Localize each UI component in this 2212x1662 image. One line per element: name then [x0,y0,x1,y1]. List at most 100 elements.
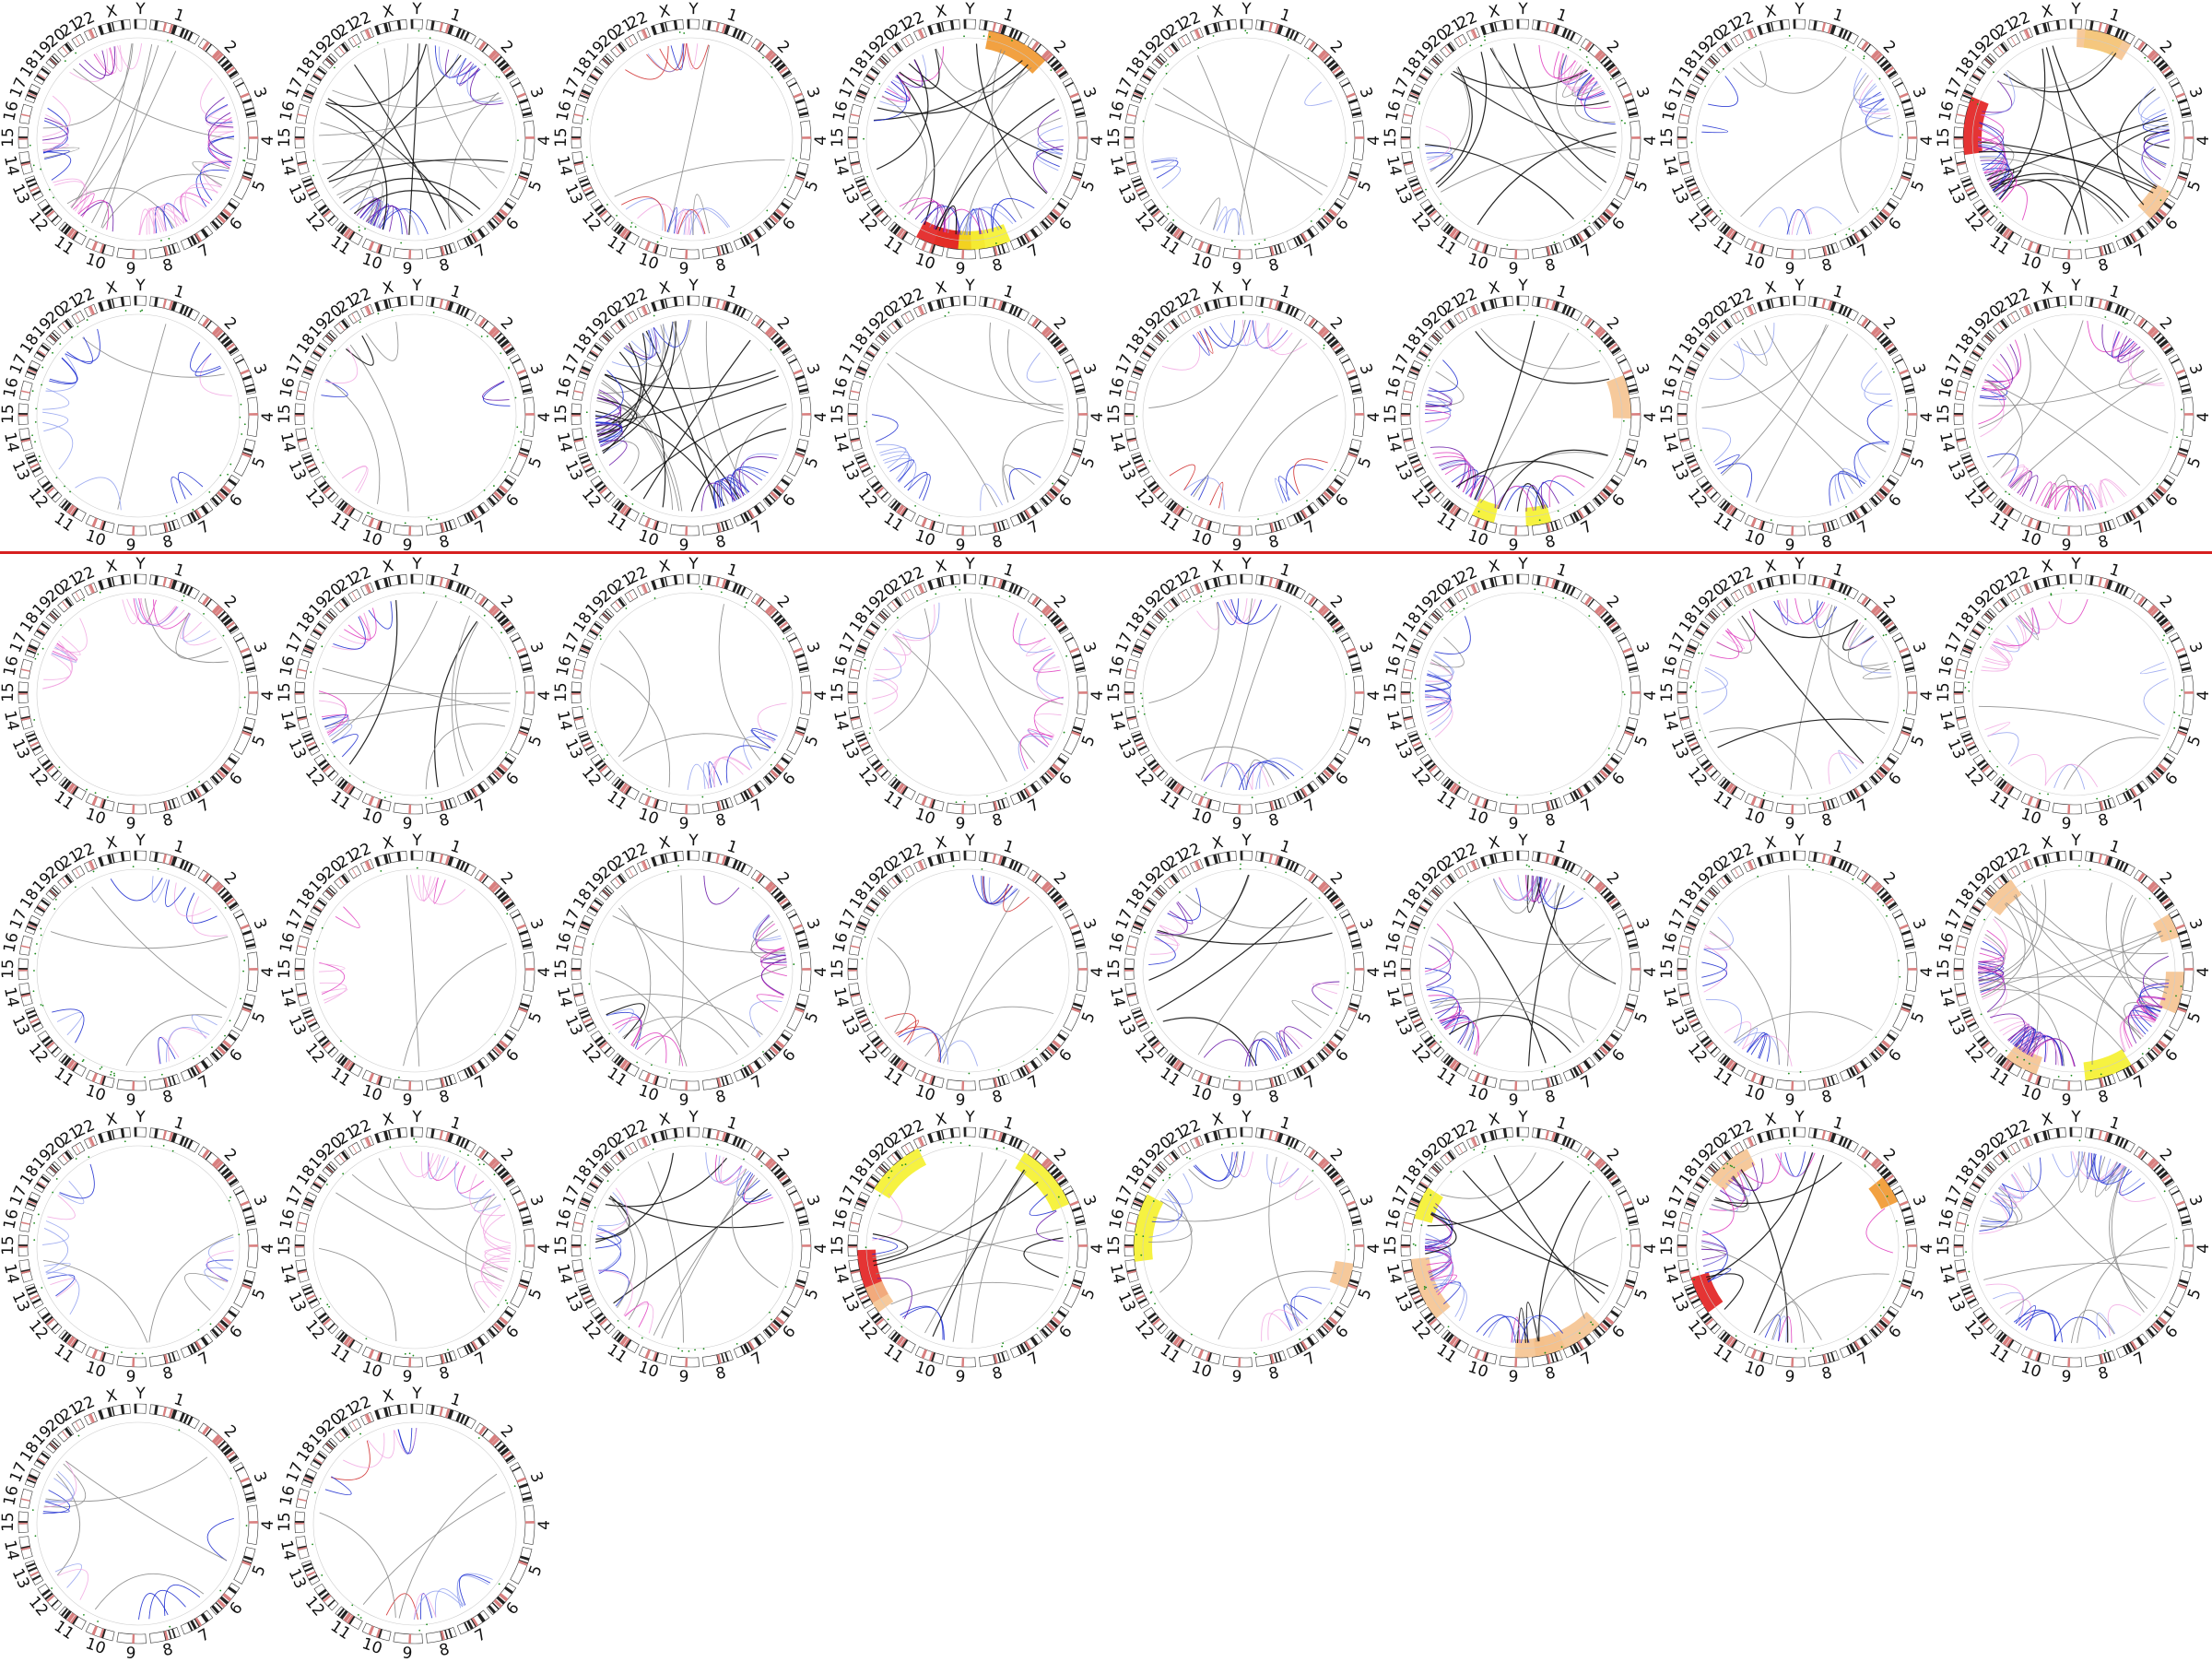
chromosome-label: Y [688,277,699,295]
snv-dot [1621,120,1623,122]
snv-dots [1689,591,1904,799]
chromosome-4 [1077,121,1088,160]
inner-track [37,314,240,517]
snv-dot [1885,634,1887,636]
snv-dot [49,189,51,191]
chromosome-label: 6 [1055,491,1076,511]
snv-dot [1864,55,1865,57]
snv-dot [2047,794,2049,796]
centromere [848,415,857,417]
snv-dot [1693,682,1695,684]
snv-dots [31,310,246,517]
snv-dot [2115,235,2117,237]
snv-dot [1610,78,1612,80]
snv-dot [1789,35,1791,37]
chromosome-label: 7 [472,1072,489,1093]
snv-dot [1412,692,1414,694]
snv-dot [65,60,66,62]
snv-dot [36,943,38,945]
sv-link [1850,628,1873,648]
chromosome-label: 3 [802,640,823,655]
snv-dot [865,667,866,669]
centromere [1631,136,1641,139]
snv-dot [1977,103,1979,105]
chromosome-label: 6 [1332,215,1352,234]
sv-link [621,197,665,232]
chromosome-label: 9 [402,259,413,278]
chromosome-label: 14 [276,985,299,1008]
snv-dot [1618,725,1620,727]
sv-link [337,187,374,223]
snv-dot [1724,614,1725,616]
snv-dot [585,436,587,438]
sv-link [192,1015,217,1038]
chromosome-label: 16 [830,654,852,678]
snv-dot [487,336,488,337]
chromosome-label: 14 [276,709,299,732]
snv-dot [1277,513,1278,515]
snv-dot [430,519,432,521]
chromosome-9 [1776,248,1806,259]
chromosome-label: 8 [1267,810,1281,831]
snv-dot [1450,611,1452,613]
chromosome-label: 15 [276,682,294,702]
snv-dot [1996,206,1998,208]
chromosome-label: X [657,557,672,577]
chromosome-label: 16 [0,654,22,678]
chromosome-label: 15 [1935,404,1953,424]
chromosome-label: 15 [1382,404,1400,424]
snv-dot [864,659,865,661]
snv-dot [2076,590,2077,592]
snv-dot [865,421,867,423]
snv-dot [1699,729,1700,731]
chromosome-label: 15 [0,682,18,702]
cytoband [2070,296,2073,305]
chromosome-9 [1500,803,1529,814]
chromosome-9 [1500,248,1529,259]
snv-dot [2051,595,2053,596]
chromosome-label: X [1487,278,1501,299]
sv-link [1721,359,1861,489]
snv-dot [1167,64,1169,65]
snv-dot [2144,57,2146,59]
snv-dots [1964,587,2183,799]
snv-dot [468,229,470,230]
chromosome-label: 6 [1885,491,1905,511]
sv-links [42,43,234,235]
sv-link [322,989,347,1001]
chromosome-label: Y [411,555,422,573]
snv-dot [161,1074,163,1076]
snv-dot [359,322,361,324]
snv-dot [1211,595,1213,597]
snv-dot [1845,506,1847,508]
chromosome-label: 15 [829,404,847,424]
sv-link [42,412,68,430]
chromosome-4 [247,676,258,715]
chromosome-9 [670,525,700,536]
snv-dot [125,310,127,312]
sv-link [92,887,227,1008]
cytoband [688,574,690,583]
snv-dot [771,764,772,766]
snv-dot [2105,512,2107,513]
snv-dot [2171,165,2173,167]
inner-track [313,593,516,796]
snv-dot [1844,598,1846,600]
cytoband [2070,19,2073,29]
snv-dot [1989,750,1991,752]
snv-dot [417,867,418,869]
sv-link [895,603,939,639]
sv-link [50,358,77,383]
sv-link [1009,468,1041,500]
snv-dot [398,1077,400,1079]
chromosome-label: 5 [1355,454,1376,470]
sv-link [380,209,428,234]
snv-dot [1701,653,1703,654]
snv-dot [1716,70,1718,72]
inner-track [1696,314,1899,517]
snv-dot [1167,340,1169,342]
